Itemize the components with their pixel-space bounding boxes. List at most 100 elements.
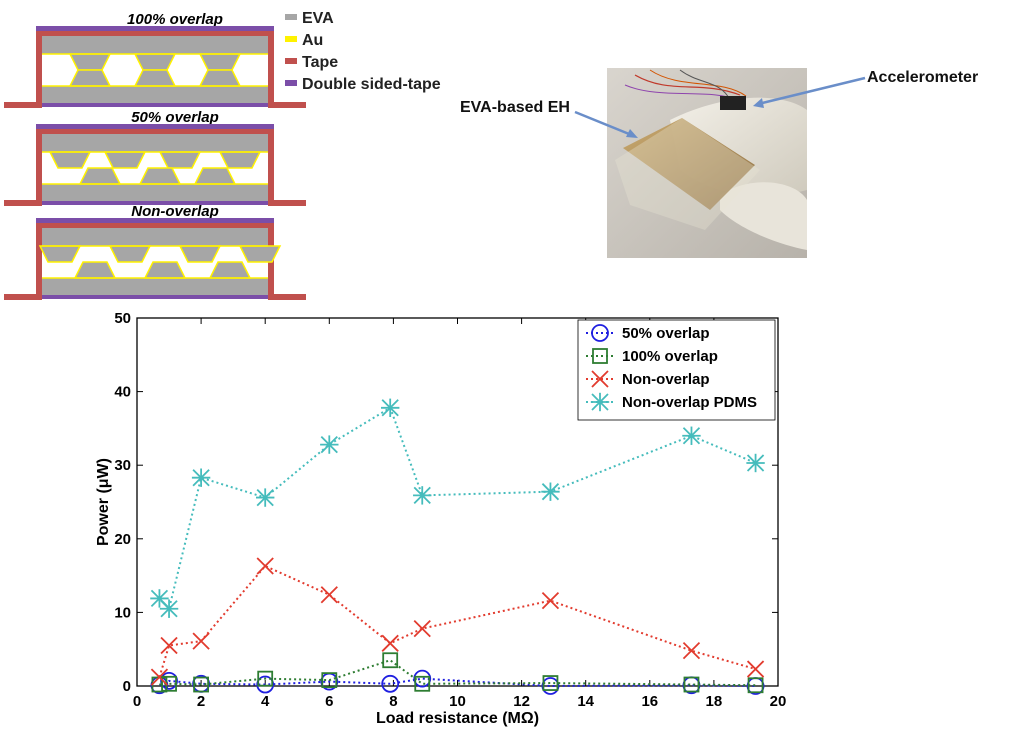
y-tick-label: 20 [114, 531, 131, 548]
eva-top-pillar [38, 245, 82, 263]
double-sided-tape-top [36, 218, 274, 223]
y-tick-label: 40 [114, 384, 131, 401]
eva-top-pillar [198, 53, 242, 71]
data-point [413, 486, 432, 505]
eva-bottom-pillar [78, 167, 122, 185]
structure-title: 50% overlap [131, 109, 219, 126]
data-point [160, 636, 178, 655]
series-0 [150, 669, 765, 695]
double-sided-tape-top [36, 124, 274, 129]
data-point [320, 586, 338, 604]
legend-marker [591, 370, 609, 388]
materials-legend: EVA Au Tape Double sided-tape [285, 10, 441, 93]
data-point [381, 674, 400, 693]
eh-label: EVA-based EH [460, 99, 570, 116]
eva-top-pillar [133, 53, 177, 71]
data-point [682, 676, 701, 695]
x-tick-label: 6 [325, 693, 333, 710]
x-tick-label: 18 [706, 693, 723, 710]
eva-top-pillar [103, 151, 147, 169]
structure-non-overlap: Non-overlap [4, 203, 306, 300]
structure-title: Non-overlap [131, 203, 219, 220]
eva-bottom-pillar [198, 69, 242, 87]
data-point [160, 671, 178, 690]
x-tick-label: 10 [449, 693, 466, 710]
eva-top-pillar [68, 53, 112, 71]
materials-legend-label: EVA [302, 10, 334, 27]
chart-legend: 50% overlap 100% overlap Non-overlap Non-ov… [577, 319, 776, 421]
structure-50-overlap: 50% overlap [4, 109, 306, 206]
legend-marker [592, 348, 608, 364]
double-sided-tape-bottom [42, 103, 268, 107]
data-point [192, 674, 211, 693]
photo-image [607, 68, 807, 258]
legend-label: Non-overlap [622, 371, 710, 388]
chart-series [150, 398, 765, 695]
eva-top-pillar [218, 151, 262, 169]
eva-bottom-pillar [68, 69, 112, 87]
data-point [321, 672, 338, 689]
materials-legend-swatch [285, 14, 297, 20]
series-1 [151, 652, 764, 694]
data-point [151, 676, 168, 693]
data-point [683, 676, 700, 693]
data-point [541, 677, 560, 695]
data-point [256, 675, 275, 694]
eva-bottom [42, 86, 268, 103]
eva-bottom-pillar [133, 69, 177, 87]
materials-legend-label: Double sided-tape [302, 76, 441, 93]
accelerometer-arrow [757, 76, 866, 106]
eva-top [42, 134, 268, 152]
materials-legend-label: Tape [302, 54, 338, 71]
eva-bottom [42, 184, 268, 201]
series-line [159, 659, 756, 687]
eva-top [42, 228, 268, 246]
data-point [380, 398, 400, 417]
accelerometer-label: Accelerometer [867, 69, 978, 86]
data-point [159, 599, 179, 618]
device-photo: EVA-based EH Accelerometer [460, 68, 978, 258]
x-tick-label: 8 [389, 693, 397, 710]
data-point [192, 632, 210, 650]
y-tick-label: 30 [114, 457, 131, 474]
x-tick-label: 16 [641, 693, 658, 710]
structure-title: 100% overlap [127, 11, 223, 28]
plot-frame [136, 317, 779, 687]
data-point [381, 634, 399, 652]
data-point [541, 591, 560, 610]
legend-label: 50% overlap [622, 325, 710, 342]
legend-marker [591, 324, 609, 342]
data-point [413, 669, 432, 688]
data-point [541, 482, 560, 501]
series-line [159, 677, 756, 688]
x-tick-label: 14 [577, 693, 594, 710]
y-tick-label: 10 [114, 604, 131, 621]
eh-arrow [574, 110, 635, 138]
data-point [150, 676, 169, 695]
eva-top-pillar [108, 245, 152, 263]
data-point [193, 676, 210, 693]
double-sided-tape-top [36, 26, 274, 31]
data-point [256, 557, 274, 575]
data-point [413, 619, 431, 638]
data-point [320, 672, 339, 691]
materials-legend-swatch [285, 80, 297, 86]
legend-box [577, 319, 776, 421]
structure-100-overlap: 100% overlap [4, 11, 306, 108]
eva-top-pillar [238, 245, 282, 263]
data-point [682, 642, 701, 660]
data-point [682, 426, 701, 445]
x-tick-label: 2 [197, 693, 205, 710]
data-point [746, 660, 765, 678]
data-point [150, 589, 169, 608]
legend-marker [590, 392, 610, 412]
eva-top-pillar [48, 151, 92, 169]
data-point [746, 453, 765, 473]
data-point [191, 468, 211, 487]
series-3 [150, 398, 765, 618]
data-point [257, 670, 274, 687]
x-tick-label: 0 [133, 693, 141, 710]
eva-bottom-pillar [193, 167, 237, 185]
data-point [382, 652, 399, 669]
x-tick-label: 12 [513, 693, 530, 710]
